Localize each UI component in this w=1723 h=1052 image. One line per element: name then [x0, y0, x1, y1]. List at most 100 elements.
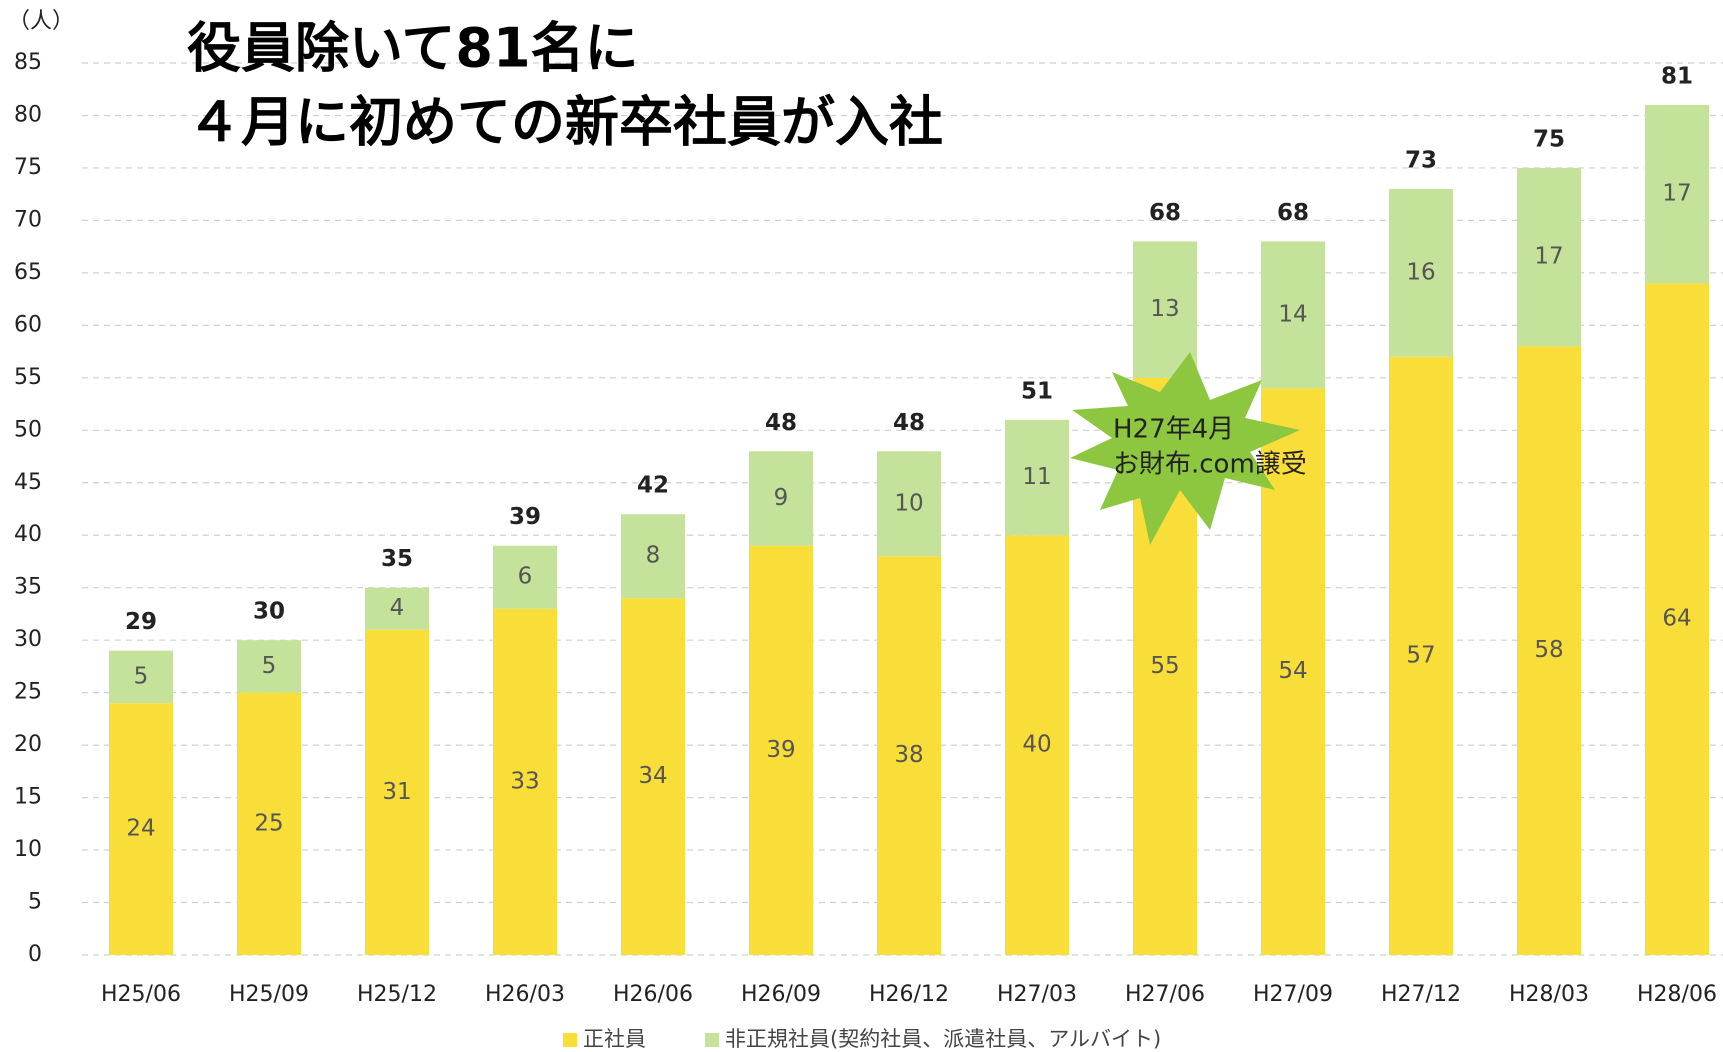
y-tick-label: 0 [28, 942, 42, 967]
value-label: 40 [1022, 732, 1051, 758]
total-label: 35 [381, 546, 413, 572]
bar-segment [365, 587, 429, 630]
y-tick-label: 70 [14, 207, 42, 232]
title: ４月に初めての新卒社員が入社 [187, 91, 943, 154]
y-tick-label: 5 [28, 890, 42, 915]
x-tick-label: H28/06 [1637, 982, 1717, 1007]
bar-segment [493, 608, 557, 955]
bar-segment [1133, 241, 1197, 378]
bar-segment [1261, 241, 1325, 389]
value-label: 31 [382, 779, 411, 805]
value-label: 54 [1278, 658, 1307, 684]
y-tick-label: 35 [14, 575, 42, 600]
bar-segment [237, 640, 301, 693]
value-label: 4 [390, 595, 405, 621]
total-label: 42 [637, 473, 669, 499]
bar-segment [109, 650, 173, 704]
value-label: 11 [1022, 464, 1051, 490]
y-tick-label: 60 [14, 312, 42, 337]
y-tick-label: 20 [14, 732, 42, 757]
x-tick-label: H26/03 [485, 982, 565, 1007]
y-tick-label: 45 [14, 470, 42, 495]
bar-segment [1517, 346, 1581, 955]
value-label: 6 [518, 564, 533, 590]
total-label: 30 [253, 599, 285, 625]
bar-segment [877, 451, 941, 557]
bar-segment [1005, 535, 1069, 955]
total-label: 68 [1277, 200, 1309, 226]
value-label: 39 [766, 737, 795, 763]
value-label: 57 [1406, 642, 1435, 668]
y-tick-label: 65 [14, 260, 42, 285]
starburst [1070, 352, 1300, 545]
bar-segment [237, 692, 301, 955]
bar-segment [1389, 356, 1453, 955]
bar-segment [1261, 388, 1325, 956]
total-label: 68 [1149, 200, 1181, 226]
x-tick-label: H25/06 [101, 982, 181, 1007]
value-label: 10 [894, 490, 923, 516]
y-axis-label: （人） [8, 9, 74, 34]
bar-segment [621, 514, 685, 599]
value-label: 8 [646, 543, 661, 569]
value-label: 33 [510, 768, 539, 794]
x-tick-label: H26/12 [869, 982, 949, 1007]
total-label: 29 [125, 609, 157, 635]
bar-segment [1389, 188, 1453, 357]
legend-swatch [705, 1033, 719, 1047]
bar-segment [621, 598, 685, 955]
y-tick-label: 40 [14, 522, 42, 547]
total-label: 81 [1661, 63, 1693, 89]
value-label: 64 [1662, 606, 1691, 632]
x-tick-label: H27/06 [1125, 982, 1205, 1007]
total-label: 75 [1533, 126, 1565, 152]
bar-segment [749, 545, 813, 955]
x-tick-label: H28/03 [1509, 982, 1589, 1007]
bar-segment [877, 556, 941, 955]
title: 役員除いて81名に [187, 17, 639, 80]
y-tick-label: 25 [14, 680, 42, 705]
annotation: H27年4月 [1113, 415, 1234, 445]
legend-label: 非正規社員(契約社員、派遣社員、アルバイト) [725, 1027, 1161, 1051]
bar-segment [365, 629, 429, 955]
y-tick-label: 85 [14, 50, 42, 75]
value-label: 5 [134, 663, 149, 689]
y-tick-label: 75 [14, 155, 42, 180]
x-tick-label: H27/09 [1253, 982, 1333, 1007]
total-label: 48 [765, 410, 797, 436]
y-tick-label: 10 [14, 837, 42, 862]
x-tick-label: H26/06 [613, 982, 693, 1007]
value-label: 17 [1534, 244, 1563, 270]
bar-segment [1005, 419, 1069, 536]
bar-segment [1645, 283, 1709, 955]
bar-segment [493, 545, 557, 609]
value-label: 34 [638, 763, 667, 789]
value-label: 24 [126, 816, 155, 842]
x-tick-label: H27/12 [1381, 982, 1461, 1007]
value-label: 55 [1150, 653, 1179, 679]
value-label: 14 [1278, 301, 1307, 327]
value-label: 13 [1150, 296, 1179, 322]
value-label: 5 [262, 653, 277, 679]
value-label: 16 [1406, 259, 1435, 285]
bar-segment [1517, 167, 1581, 347]
legend-swatch [563, 1033, 577, 1047]
x-tick-label: H25/09 [229, 982, 309, 1007]
x-tick-label: H26/09 [741, 982, 821, 1007]
y-tick-label: 80 [14, 102, 42, 127]
y-tick-label: 55 [14, 365, 42, 390]
bar-segment [109, 703, 173, 955]
bar-segment [1645, 104, 1709, 284]
total-label: 73 [1405, 147, 1437, 173]
total-label: 39 [509, 504, 541, 530]
value-label: 9 [774, 485, 789, 511]
y-tick-label: 50 [14, 417, 42, 442]
bar-segment [749, 451, 813, 546]
value-label: 17 [1662, 181, 1691, 207]
value-label: 25 [254, 810, 283, 836]
total-label: 48 [893, 410, 925, 436]
y-tick-label: 30 [14, 627, 42, 652]
legend-label: 正社員 [583, 1027, 646, 1051]
value-label: 58 [1534, 637, 1563, 663]
